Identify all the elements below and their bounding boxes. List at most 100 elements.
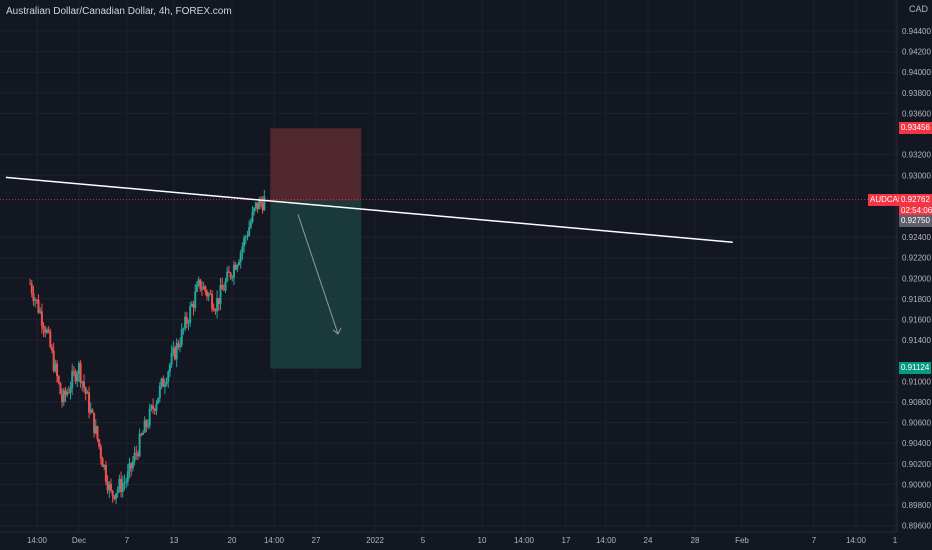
position-zones[interactable] [0, 128, 897, 369]
candle-body [243, 237, 246, 247]
candle-body [116, 489, 119, 494]
candle-body [52, 350, 55, 371]
candle-body [76, 374, 79, 382]
candle-body [103, 464, 106, 467]
projection-arrow[interactable] [297, 214, 339, 335]
candle-body [86, 392, 89, 394]
chart-title: Australian Dollar/Canadian Dollar, 4h, F… [6, 6, 232, 17]
candle-body [227, 271, 230, 273]
candle-body [128, 462, 131, 472]
time-tick-label: 5 [421, 536, 426, 545]
price-tick-label: 0.94000 [902, 68, 931, 77]
time-tick-label: 27 [312, 536, 321, 545]
candle-body [37, 299, 40, 313]
candles [29, 189, 266, 505]
time-tick-label: 7 [812, 536, 817, 545]
candle-body [173, 347, 176, 360]
price-tick-label: 0.92400 [902, 233, 931, 242]
candle-body [202, 286, 205, 290]
candle-body [71, 371, 74, 389]
candle-body [79, 363, 82, 384]
candle-body [241, 246, 244, 253]
price-tick-label: 0.90200 [902, 460, 931, 469]
price-tick-label: 0.89800 [902, 501, 931, 510]
candle-body [143, 420, 146, 433]
candle-body [72, 371, 75, 373]
candle-body [236, 264, 239, 270]
candle-body [133, 452, 136, 462]
candle-body [91, 409, 94, 413]
trendline-layer[interactable] [5, 176, 733, 335]
candle-body [209, 293, 212, 295]
take-profit-zone[interactable] [270, 201, 362, 369]
time-tick-label: 2022 [366, 536, 384, 545]
candle-body [221, 285, 224, 290]
price-tick-label: 0.91800 [902, 295, 931, 304]
candle-body [204, 286, 207, 292]
candle-body [238, 261, 241, 265]
candle-body [249, 221, 252, 228]
candle-body [84, 387, 87, 394]
candle-body [157, 397, 160, 404]
candle-body [244, 236, 247, 238]
stop-loss-zone[interactable] [270, 128, 362, 202]
candle-body [99, 446, 102, 459]
candle-body [61, 394, 64, 403]
time-tick-label: 14:00 [514, 536, 535, 545]
candle-body [89, 409, 92, 413]
candle-body [155, 403, 158, 411]
candle-body [216, 298, 219, 312]
candle-body [35, 299, 38, 301]
currency-label[interactable]: CAD [908, 4, 928, 14]
candle-body [180, 329, 183, 346]
candle-body [214, 310, 217, 312]
candle-body [175, 343, 178, 360]
candle-body [113, 495, 116, 500]
candle-body [194, 291, 197, 308]
time-tick-label: 7 [125, 536, 130, 545]
candle-body [138, 433, 141, 457]
candle-body [200, 288, 203, 290]
candle-body [81, 381, 84, 384]
countdown-marker: 02:54:06 [899, 205, 932, 217]
time-tick-label: 14:00 [264, 536, 285, 545]
time-tick-label: 20 [228, 536, 237, 545]
candle-body [108, 483, 111, 491]
candle-body [47, 329, 50, 332]
candle-body [136, 453, 139, 457]
price-tick-label: 0.90000 [902, 480, 931, 489]
candle-body [145, 420, 148, 427]
candle-body [190, 303, 193, 307]
candle-body [251, 211, 254, 222]
candle-body [199, 279, 202, 289]
candle-body [239, 252, 242, 262]
candle-body [77, 363, 80, 375]
candle-body [121, 483, 124, 492]
candle-body [177, 343, 180, 348]
candle-body [74, 371, 77, 382]
candle-body [140, 433, 143, 435]
candle-body [229, 272, 232, 278]
candle-body [88, 392, 91, 413]
time-tick-label: 28 [691, 536, 700, 545]
candle-body [253, 207, 256, 212]
trendline[interactable] [5, 176, 733, 243]
candle-body [170, 353, 173, 365]
candle-body [130, 462, 133, 469]
candle-body [185, 316, 188, 324]
candle-body [222, 289, 225, 291]
candle-body [263, 196, 266, 211]
candle-body [160, 378, 163, 386]
candle-body [182, 328, 185, 330]
candle-body [165, 381, 168, 385]
candle-body [259, 199, 262, 203]
stop-price-marker: 0.93456 [899, 122, 932, 134]
candle-body [59, 382, 62, 395]
symbol-marker: AUDCAD [868, 194, 906, 206]
time-tick-label: 17 [562, 536, 571, 545]
candle-body [206, 291, 209, 297]
candle-body [57, 376, 60, 383]
